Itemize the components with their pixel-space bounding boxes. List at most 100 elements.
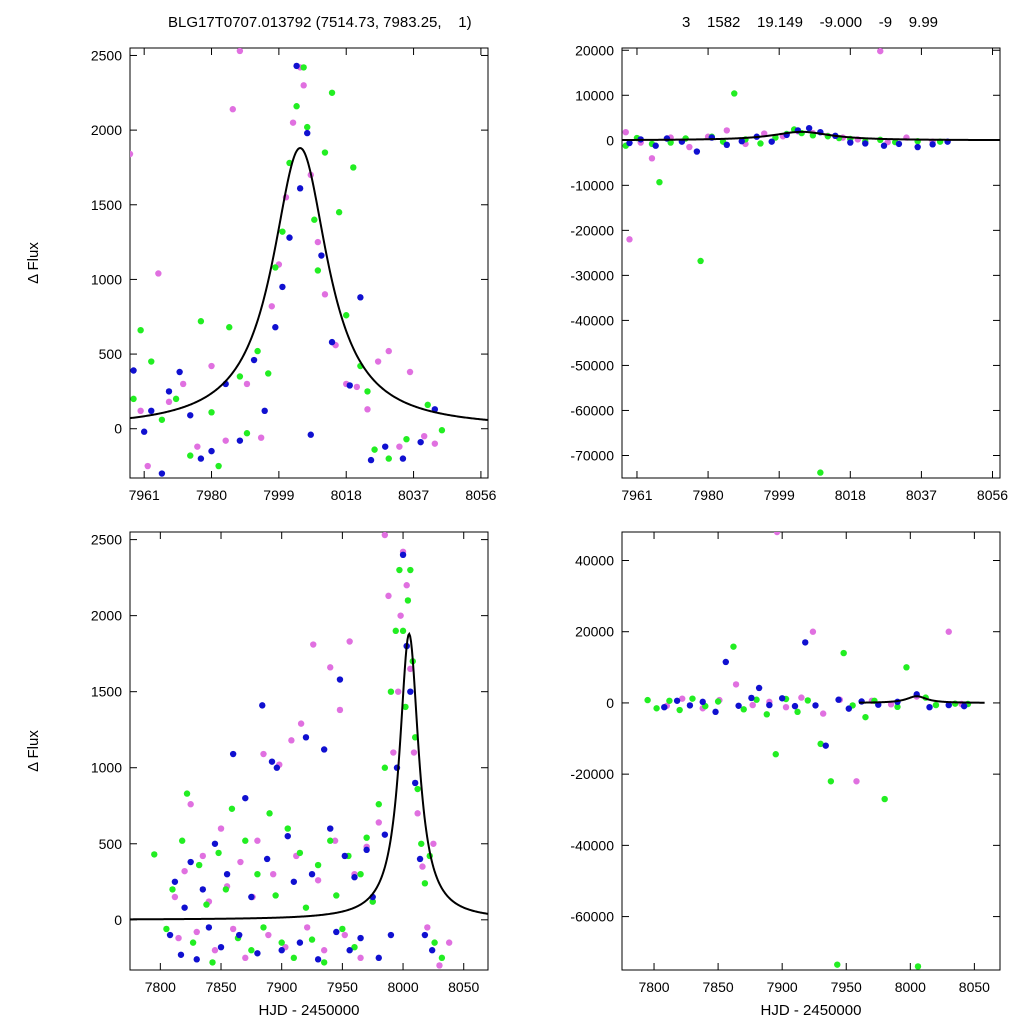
data-point-green [272, 264, 279, 271]
data-point-green [804, 697, 811, 704]
data-point-magenta [436, 962, 443, 969]
data-point-blue [399, 551, 407, 559]
data-point-blue [273, 764, 281, 771]
data-point-magenta [314, 238, 322, 246]
x-axis-label: HJD - 2450000 [761, 1002, 862, 1019]
data-point-green [714, 698, 722, 705]
data-point-blue [407, 688, 414, 695]
data-point-blue [755, 684, 763, 692]
data-point-blue [211, 840, 219, 847]
data-point-magenta [175, 934, 182, 942]
data-point-green [339, 925, 346, 933]
data-point-magenta [321, 291, 329, 298]
data-point-magenta [626, 236, 633, 243]
data-point-magenta [403, 582, 410, 589]
data-point-green [304, 123, 311, 131]
data-points [151, 532, 453, 969]
data-point-magenta [300, 82, 307, 89]
x-tick-label: 8037 [398, 487, 429, 503]
data-point-magenta [199, 852, 207, 860]
data-point-green [753, 696, 760, 703]
data-point-green [697, 257, 704, 265]
data-point-magenta [268, 303, 275, 310]
data-point-blue [250, 356, 258, 364]
data-point-green [187, 452, 194, 459]
data-point-magenta [187, 801, 194, 808]
data-point-blue [171, 878, 179, 885]
data-point-magenta [385, 592, 392, 600]
data-point-magenta [773, 532, 781, 536]
y-tick-label: -50000 [570, 357, 614, 373]
data-point-green [794, 708, 801, 716]
data-point-magenta [431, 440, 439, 447]
y-axis-label: Δ Flux [25, 242, 42, 284]
y-tick-label: 1000 [91, 271, 122, 287]
data-point-blue [862, 140, 869, 147]
y-tick-label: 0 [606, 132, 614, 148]
data-point-green [438, 954, 446, 962]
data-point-blue [284, 832, 291, 840]
data-point-blue [263, 855, 271, 863]
data-point-magenta [137, 407, 144, 415]
data-point-green [195, 861, 203, 869]
data-point-magenta [648, 155, 656, 162]
data-point-magenta [798, 694, 805, 701]
data-point-blue [699, 698, 706, 706]
data-point-green [351, 943, 358, 951]
x-tick-label: 8018 [835, 487, 866, 503]
data-point-magenta [229, 106, 236, 113]
data-point-blue [320, 746, 328, 753]
data-point-magenta [303, 924, 311, 931]
y-tick-label: -70000 [570, 447, 614, 463]
data-point-blue [268, 758, 276, 765]
y-tick-label: -10000 [570, 177, 614, 193]
data-point-green [137, 326, 144, 334]
data-point-green [222, 886, 230, 893]
data-point-green [932, 701, 940, 709]
data-point-magenta [130, 150, 134, 158]
data-point-green [392, 627, 399, 635]
data-point-green [272, 892, 279, 899]
data-point-blue [177, 951, 185, 958]
data-point-blue [722, 658, 729, 666]
x-tick-label: 7980 [196, 487, 227, 503]
data-point-magenta [353, 383, 361, 391]
data-point-blue [148, 407, 155, 415]
data-point-blue [261, 407, 268, 415]
y-tick-label: -20000 [570, 222, 614, 238]
data-point-green [254, 870, 261, 878]
data-point-magenta [171, 893, 179, 901]
data-point-magenta [374, 358, 382, 365]
data-point-green [363, 834, 370, 841]
data-point-blue [381, 831, 389, 838]
data-points [644, 532, 972, 970]
data-point-green [158, 416, 166, 423]
data-point-blue [229, 750, 237, 758]
x-tick-label: 8050 [959, 979, 990, 995]
y-tick-label: 0 [606, 695, 614, 711]
data-point-green [328, 89, 336, 96]
y-tick-label: -40000 [570, 837, 614, 853]
data-point-green [431, 939, 438, 946]
data-point-blue [254, 950, 261, 957]
data-point-blue [845, 705, 852, 712]
data-point-blue [748, 694, 755, 702]
data-point-blue [929, 141, 936, 148]
data-point-green [254, 347, 261, 355]
data-point-blue [236, 931, 243, 939]
data-point-green [293, 103, 300, 110]
y-tick-label: 40000 [575, 552, 614, 568]
data-point-blue [382, 443, 389, 450]
data-point-magenta [819, 710, 827, 717]
data-point-blue [945, 701, 952, 709]
data-points [622, 48, 951, 476]
data-point-magenta [320, 947, 328, 954]
data-point-magenta [222, 437, 229, 444]
data-point-magenta [853, 778, 860, 785]
data-point-green [242, 837, 249, 844]
y-tick-label: 1000 [91, 760, 122, 776]
data-point-blue [791, 702, 799, 710]
data-point-green [772, 751, 779, 758]
data-point-blue [272, 324, 279, 331]
x-tick-label: 7800 [638, 979, 669, 995]
